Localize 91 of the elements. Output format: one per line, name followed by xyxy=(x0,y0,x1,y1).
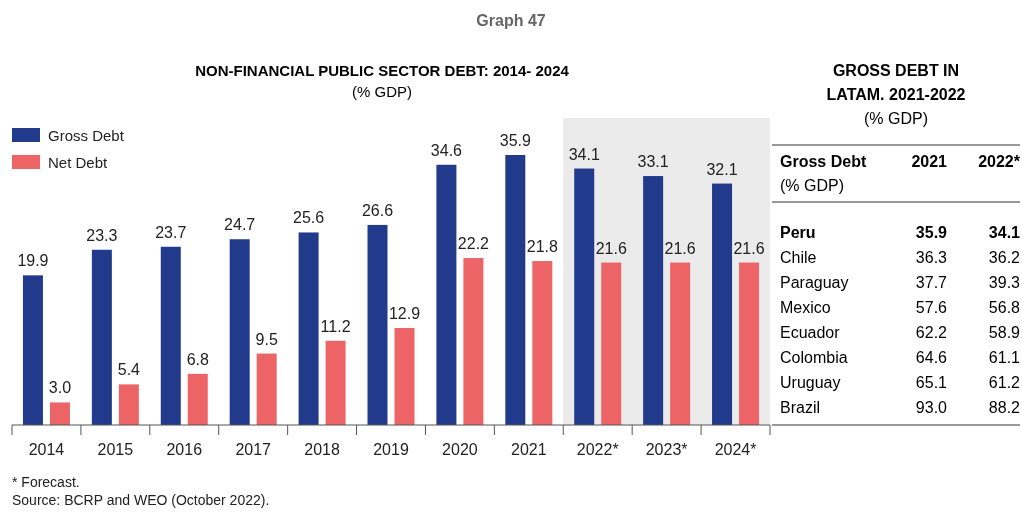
data-label: 39.3 xyxy=(988,274,1021,291)
bar xyxy=(160,246,181,425)
category-label: Chile xyxy=(780,249,817,266)
data-label: 3.0 xyxy=(48,379,72,397)
bar xyxy=(91,249,112,425)
data-label: 56.8 xyxy=(988,299,1021,316)
bar xyxy=(670,262,691,425)
x-tick-label: 2023* xyxy=(645,441,688,458)
category-label: Uruguay xyxy=(780,374,841,391)
data-label: 21.6 xyxy=(595,239,627,257)
category-label: Brazil xyxy=(780,399,821,416)
x-tick-label: 2019 xyxy=(373,441,409,458)
bar xyxy=(532,261,553,425)
data-label: 57.6 xyxy=(915,299,948,316)
x-tick-label: 2015 xyxy=(97,441,134,458)
data-label: 62.2 xyxy=(915,324,948,341)
bar xyxy=(643,176,664,425)
bar xyxy=(49,402,70,425)
data-label: 36.3 xyxy=(915,249,948,266)
chart-subtitle: (% GDP) xyxy=(352,83,412,100)
bar xyxy=(229,239,250,425)
data-label: 61.1 xyxy=(988,349,1021,366)
x-tick-label: 2021 xyxy=(511,441,547,458)
data-label: 24.7 xyxy=(224,216,256,234)
text: 2021 xyxy=(911,153,948,170)
data-label: 5.4 xyxy=(117,361,141,379)
bar xyxy=(298,232,319,425)
bar xyxy=(739,262,760,425)
data-label: 21.8 xyxy=(526,238,558,256)
data-label: 12.9 xyxy=(388,304,421,322)
legend-label: Net Debt xyxy=(48,154,109,171)
text: Gross Debt (% GDP) xyxy=(780,153,867,194)
category-label: Colombia xyxy=(780,349,848,366)
bar xyxy=(256,353,277,425)
data-label: 88.2 xyxy=(988,399,1021,416)
data-label: 35.9 xyxy=(499,132,531,149)
data-label: 37.7 xyxy=(915,274,948,291)
x-tick-label: 2024* xyxy=(714,441,757,458)
data-label: 93.0 xyxy=(915,399,948,416)
x-tick-label: 2017 xyxy=(235,441,272,458)
category-label: Mexico xyxy=(780,299,831,316)
text: * Forecast. xyxy=(12,474,80,490)
data-label: 19.9 xyxy=(17,252,49,270)
x-tick-label: 2016 xyxy=(166,441,203,458)
data-label: 32.1 xyxy=(706,160,738,178)
data-label: 9.5 xyxy=(255,330,278,348)
bar xyxy=(118,384,139,425)
data-label: 34.1 xyxy=(988,224,1021,241)
data-label: 23.7 xyxy=(155,223,187,241)
chart-title: NON-FINANCIAL PUBLIC SECTOR DEBT: 2014- 2024 xyxy=(195,62,570,79)
data-label: 34.1 xyxy=(568,145,600,163)
text: GROSS DEBT IN LATAM. 2021-2022 xyxy=(826,62,966,103)
data-label: 33.1 xyxy=(637,153,669,171)
caption: Graph 47 xyxy=(476,12,546,29)
bar xyxy=(325,340,346,425)
x-tick-label: 2018 xyxy=(304,441,340,458)
data-label: 22.2 xyxy=(457,235,490,253)
x-tick-label: 2022* xyxy=(576,441,619,458)
bar xyxy=(463,258,484,425)
x-tick-label: 2020 xyxy=(442,441,478,458)
bar xyxy=(394,327,415,425)
data-label: 23.3 xyxy=(86,226,118,244)
category-label: Paraguay xyxy=(780,274,849,291)
data-label: 21.6 xyxy=(664,239,696,257)
text: 2022* xyxy=(978,153,1021,170)
text: (% GDP) xyxy=(864,110,928,127)
data-label: 58.9 xyxy=(988,324,1021,341)
bar xyxy=(187,373,208,425)
x-tick-label: 2014 xyxy=(28,441,65,458)
data-label: 36.2 xyxy=(988,249,1021,266)
data-label: 25.6 xyxy=(293,209,325,227)
data-label: 34.6 xyxy=(430,141,463,159)
bar xyxy=(574,168,595,425)
bar xyxy=(436,164,457,425)
data-label: 35.9 xyxy=(915,224,948,241)
bar xyxy=(601,262,622,425)
bar xyxy=(505,155,526,425)
data-label: 11.2 xyxy=(320,317,351,335)
data-label: 21.6 xyxy=(733,239,765,257)
data-label: 6.8 xyxy=(186,350,209,368)
data-label: 61.2 xyxy=(988,374,1021,391)
data-label: 64.6 xyxy=(915,349,948,366)
category-label: Peru xyxy=(780,224,816,241)
data-label: 65.1 xyxy=(915,374,948,391)
legend-label: Gross Debt xyxy=(48,127,125,144)
bar xyxy=(367,224,388,425)
bar xyxy=(712,183,733,425)
category-label: Ecuador xyxy=(780,324,841,341)
data-label: 26.6 xyxy=(361,201,394,219)
bar xyxy=(22,275,43,425)
source-note: Source: BCRP and WEO (October 2022). xyxy=(12,492,270,508)
